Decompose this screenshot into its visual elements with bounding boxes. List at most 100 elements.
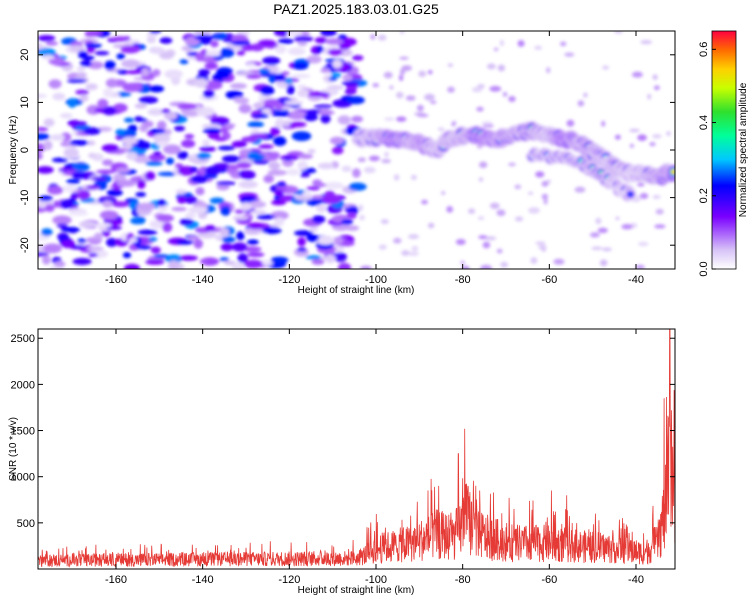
- speckle-blob: [398, 74, 404, 82]
- speckle-blob: [602, 247, 612, 252]
- noise-blob: [224, 123, 236, 128]
- noise-blob: [316, 204, 327, 213]
- noise-blob: [185, 212, 196, 219]
- noise-blob: [159, 51, 174, 60]
- x-tick-label: -120: [278, 574, 300, 586]
- noise-blob: [204, 225, 216, 232]
- noise-blob: [202, 139, 211, 147]
- ridge-blob: [671, 169, 675, 174]
- speckle-blob: [363, 166, 376, 174]
- y-tick-label: 20: [19, 49, 31, 61]
- noise-blob: [330, 72, 342, 79]
- noise-blob: [231, 40, 250, 45]
- noise-blob: [157, 199, 167, 207]
- noise-blob: [185, 196, 198, 204]
- noise-blob: [179, 255, 198, 261]
- noise-blob: [115, 129, 126, 136]
- noise-blob: [341, 165, 352, 172]
- speckle-blob: [621, 224, 633, 230]
- noise-blob: [352, 168, 361, 178]
- noise-blob: [329, 136, 345, 145]
- noise-blob: [42, 255, 51, 265]
- speckle-blob: [401, 250, 410, 256]
- x-tick-label: -100: [365, 274, 387, 286]
- noise-blob: [243, 259, 263, 269]
- noise-blob: [325, 38, 344, 45]
- noise-blob: [332, 59, 343, 69]
- speckle-blob: [637, 134, 647, 141]
- noise-blob: [48, 79, 62, 89]
- x-tick-label: -60: [541, 574, 557, 586]
- spectrogram-ylabel: Frequency (Hz): [8, 116, 19, 185]
- speckle-blob: [421, 199, 428, 205]
- noise-blob: [97, 196, 117, 204]
- noise-blob: [38, 35, 56, 42]
- noise-blob: [60, 239, 76, 249]
- speckle-blob: [527, 191, 534, 195]
- noise-blob: [162, 128, 172, 136]
- noise-blob: [125, 69, 143, 75]
- noise-blob: [70, 192, 80, 199]
- noise-blob: [286, 84, 295, 95]
- noise-blob: [94, 232, 104, 239]
- noise-blob: [318, 110, 335, 116]
- speckle-blob: [597, 227, 608, 233]
- y-tick-label: 1000: [11, 472, 35, 484]
- noise-blob: [77, 190, 91, 200]
- noise-blob: [135, 141, 151, 150]
- noise-blob: [297, 41, 308, 47]
- colorbar-tick-label: 0.6: [698, 42, 710, 57]
- speckle-blob: [481, 121, 493, 125]
- speckle-blob: [359, 214, 365, 221]
- noise-blob: [331, 146, 344, 155]
- noise-blob: [103, 88, 114, 98]
- noise-blob: [93, 223, 112, 228]
- speckle-blob: [640, 40, 653, 45]
- speckle-blob: [478, 235, 488, 240]
- noise-blob: [313, 104, 333, 109]
- noise-blob: [220, 205, 231, 216]
- noise-blob: [314, 92, 331, 97]
- noise-blob: [149, 46, 166, 55]
- noise-blob: [123, 117, 135, 123]
- noise-blob: [245, 63, 256, 68]
- speckle-blob: [654, 224, 666, 229]
- noise-blob: [195, 187, 205, 196]
- speckle-blob: [399, 56, 409, 60]
- noise-blob: [161, 108, 171, 114]
- noise-blob: [122, 82, 143, 92]
- noise-blob: [136, 202, 156, 211]
- speckle-blob: [476, 106, 484, 112]
- speckle-blob: [455, 239, 466, 245]
- noise-blob: [284, 100, 304, 105]
- y-tick-label: 1500: [11, 426, 35, 438]
- snr-ylabel: SNR (10 * v/v): [8, 417, 19, 481]
- noise-blob: [153, 254, 169, 259]
- noise-blob: [52, 92, 66, 101]
- noise-blob: [347, 206, 359, 215]
- noise-blob: [238, 180, 258, 189]
- noise-blob: [149, 85, 165, 93]
- colorbar-label: Normalized spectral amplitude: [738, 82, 749, 217]
- noise-blob: [148, 153, 166, 161]
- noise-blob: [97, 98, 109, 109]
- speckle-blob: [496, 209, 506, 217]
- noise-blob: [270, 256, 289, 264]
- noise-blob: [253, 102, 265, 109]
- speckle-blob: [602, 65, 609, 70]
- noise-blob: [148, 237, 158, 242]
- noise-blob: [320, 31, 337, 37]
- noise-blob: [234, 209, 244, 215]
- x-tick-label: -120: [278, 274, 300, 286]
- speckle-blob: [461, 265, 470, 269]
- noise-blob: [86, 104, 101, 115]
- noise-blob: [77, 238, 87, 244]
- noise-blob: [83, 127, 101, 135]
- noise-blob: [153, 133, 171, 144]
- speckle-blob: [564, 52, 575, 57]
- speckle-blob: [418, 70, 427, 78]
- x-tick-label: -100: [365, 574, 387, 586]
- noise-blob: [219, 257, 230, 262]
- speckle-blob: [401, 65, 413, 71]
